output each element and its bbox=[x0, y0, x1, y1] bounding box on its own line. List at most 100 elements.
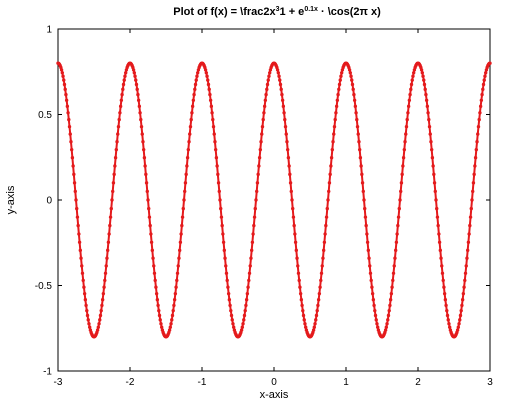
data-point bbox=[404, 132, 408, 136]
data-point bbox=[474, 147, 479, 152]
data-point bbox=[371, 298, 376, 302]
data-point bbox=[72, 181, 77, 185]
data-point bbox=[389, 291, 394, 296]
data-point bbox=[149, 232, 153, 236]
data-point bbox=[429, 147, 434, 152]
data-point bbox=[362, 198, 366, 202]
data-point bbox=[488, 61, 492, 65]
data-point bbox=[280, 98, 285, 102]
data-point bbox=[179, 232, 183, 236]
data-point bbox=[360, 172, 364, 177]
y-tick-label: -0.5 bbox=[35, 281, 53, 292]
data-point bbox=[437, 232, 441, 236]
data-point bbox=[386, 313, 391, 318]
data-point bbox=[427, 125, 432, 129]
data-point bbox=[401, 156, 406, 160]
data-point bbox=[482, 78, 486, 82]
data-point bbox=[440, 264, 444, 268]
data-point bbox=[224, 271, 229, 275]
data-point bbox=[61, 74, 65, 78]
data-point bbox=[67, 117, 71, 122]
data-point bbox=[372, 303, 376, 308]
data-point bbox=[195, 71, 200, 75]
data-point bbox=[465, 248, 470, 253]
data-point bbox=[348, 71, 353, 75]
data-point bbox=[111, 181, 116, 185]
data-point bbox=[112, 172, 116, 177]
data-point bbox=[352, 98, 357, 102]
data-point bbox=[211, 117, 215, 122]
data-point bbox=[194, 78, 198, 82]
data-point bbox=[316, 298, 321, 302]
data-point bbox=[355, 125, 360, 129]
data-point bbox=[354, 111, 358, 115]
data-point bbox=[423, 87, 427, 92]
data-point bbox=[121, 87, 125, 92]
data-point bbox=[74, 198, 78, 202]
data-point bbox=[303, 325, 308, 329]
data-point bbox=[218, 198, 222, 202]
data-point bbox=[276, 71, 281, 75]
data-point bbox=[64, 92, 68, 97]
data-point bbox=[146, 198, 150, 202]
data-point bbox=[185, 156, 190, 160]
data-point bbox=[396, 215, 401, 219]
data-point bbox=[444, 303, 448, 308]
data-point bbox=[213, 140, 217, 144]
data-point bbox=[82, 285, 86, 289]
data-point bbox=[103, 278, 107, 283]
data-point bbox=[468, 215, 473, 219]
data-point bbox=[66, 111, 70, 115]
data-point bbox=[433, 189, 437, 194]
data-point bbox=[215, 164, 219, 168]
data-point bbox=[430, 156, 435, 160]
data-point bbox=[436, 223, 440, 228]
data-point bbox=[150, 248, 155, 253]
data-point bbox=[99, 308, 103, 313]
data-point bbox=[439, 256, 443, 260]
data-point bbox=[98, 313, 103, 318]
x-tick-label: 2 bbox=[415, 377, 421, 388]
data-point bbox=[81, 278, 85, 283]
data-point bbox=[64, 98, 69, 102]
data-point bbox=[407, 98, 412, 102]
data-point bbox=[229, 313, 234, 318]
data-point bbox=[142, 156, 147, 160]
data-point bbox=[368, 271, 373, 275]
y-tick-label: -1 bbox=[43, 367, 52, 378]
data-point bbox=[75, 215, 80, 219]
data-point bbox=[281, 104, 286, 109]
data-point bbox=[303, 322, 307, 326]
data-point bbox=[327, 189, 331, 194]
data-point bbox=[177, 256, 181, 260]
data-point bbox=[156, 303, 160, 308]
data-point bbox=[167, 328, 172, 332]
data-point bbox=[186, 147, 191, 152]
data-point bbox=[178, 240, 183, 244]
data-point bbox=[133, 74, 137, 78]
data-point bbox=[254, 198, 258, 202]
data-point bbox=[265, 82, 270, 87]
data-point bbox=[476, 125, 481, 129]
data-point bbox=[363, 215, 368, 219]
data-point bbox=[300, 303, 304, 308]
data-point bbox=[98, 318, 102, 322]
data-point bbox=[391, 271, 396, 275]
data-point bbox=[359, 164, 363, 168]
data-point bbox=[217, 189, 221, 194]
data-point bbox=[373, 308, 377, 313]
x-tick-label: -3 bbox=[54, 377, 63, 388]
data-point bbox=[386, 318, 390, 322]
data-point bbox=[393, 248, 398, 253]
data-point bbox=[185, 164, 189, 168]
data-point bbox=[278, 82, 283, 87]
data-point bbox=[108, 223, 112, 228]
data-point bbox=[103, 271, 108, 275]
data-point bbox=[361, 189, 365, 194]
data-point bbox=[478, 111, 482, 115]
data-point bbox=[140, 132, 144, 136]
data-point bbox=[78, 248, 83, 253]
data-point bbox=[434, 198, 438, 202]
data-point bbox=[481, 87, 485, 92]
data-point bbox=[68, 132, 72, 136]
